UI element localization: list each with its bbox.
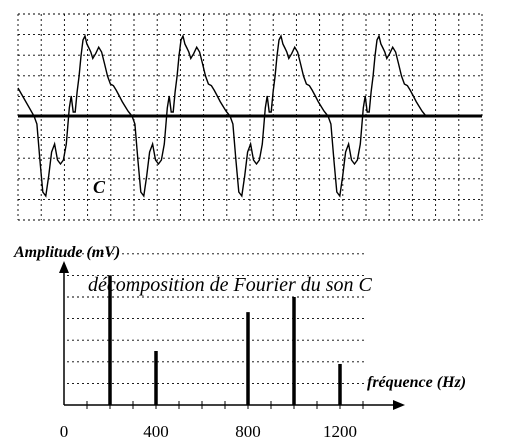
x-axis-label: fréquence (Hz)	[367, 374, 466, 391]
y-axis-label: Amplitude (mV)	[13, 244, 120, 261]
x-ticks: 0 400 800 1200	[60, 401, 364, 439]
spectrum-bars	[108, 275, 342, 405]
x-axis-arrow	[393, 400, 405, 410]
oscilloscope-grid	[17, 13, 483, 221]
x-tick-label: 400	[143, 422, 169, 439]
y-axis-arrow	[59, 261, 69, 273]
waveform-c	[17, 33, 427, 198]
oscilloscope-panel: C	[17, 13, 483, 221]
chart-title: décomposition de Fourier du son C	[88, 274, 373, 296]
x-tick-label: 0	[60, 422, 69, 439]
x-tick-label: 1200	[323, 422, 357, 439]
waveform-label: C	[93, 177, 106, 197]
x-tick-label: 800	[235, 422, 261, 439]
spectrum-panel: Amplitude (mV) décomposition de Fourier …	[13, 244, 466, 439]
